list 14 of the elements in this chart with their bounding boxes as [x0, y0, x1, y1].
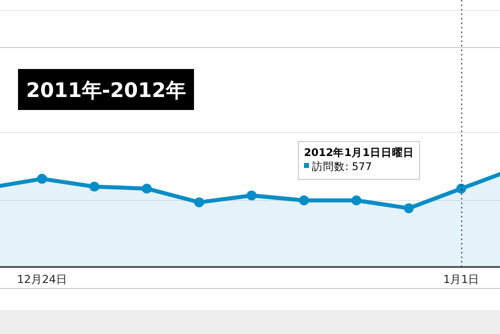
annotation: 訪問数: 577 [312, 160, 372, 173]
point [246, 190, 257, 200]
tooltip: 2012年1月1日日曜日 訪問数: 577 [298, 141, 420, 180]
point [456, 184, 466, 194]
point [404, 203, 414, 214]
chart-title: 2011年-2012年 [26, 78, 186, 102]
point [142, 184, 152, 194]
point [89, 182, 100, 192]
point [194, 197, 204, 208]
point [351, 195, 362, 206]
point [37, 174, 47, 184]
x-tick-label: 12月24日 [17, 273, 67, 286]
x-tick-label: 1月1日 [443, 273, 480, 286]
point [299, 195, 309, 206]
